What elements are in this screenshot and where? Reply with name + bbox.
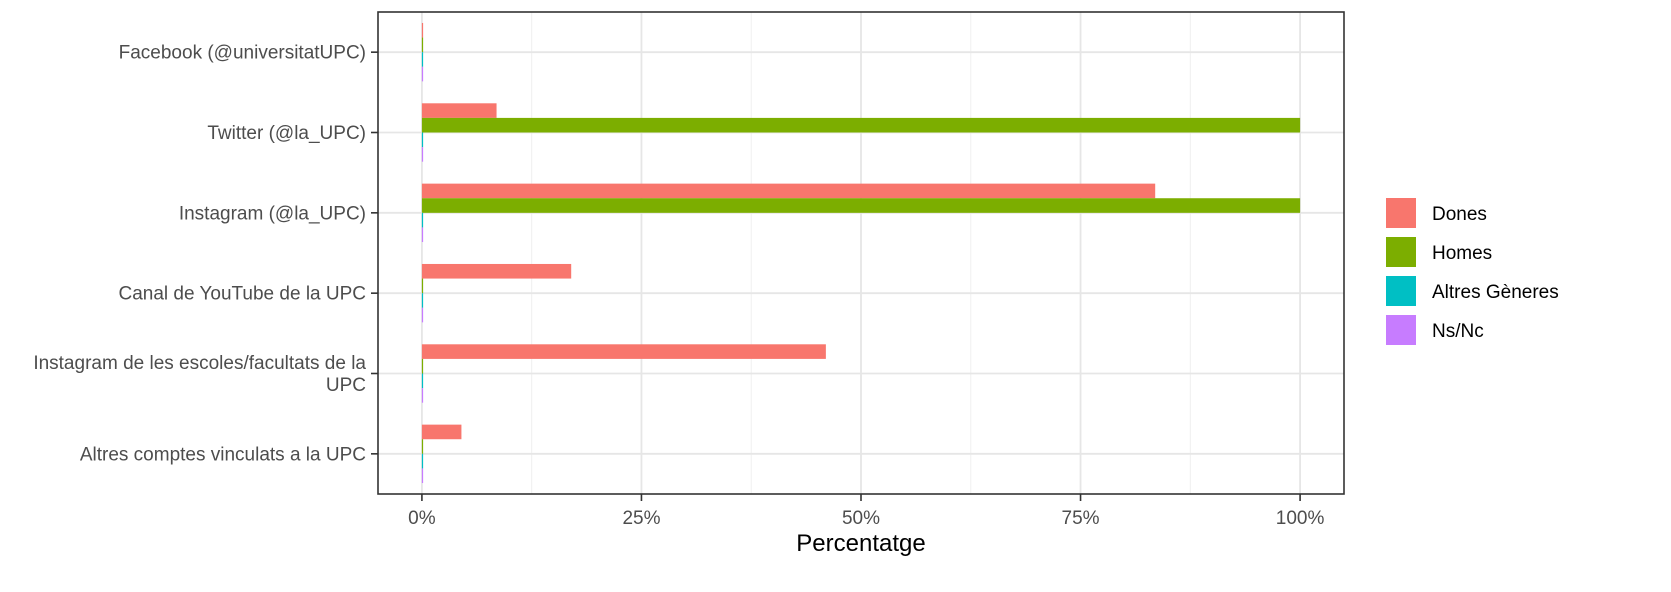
- bar-dones: [422, 425, 462, 440]
- bar-altres-g-neres: [422, 454, 423, 469]
- bar-ns-nc: [422, 227, 423, 242]
- bar-homes: [422, 279, 423, 294]
- bar-homes: [422, 118, 1300, 133]
- bar-dones: [422, 264, 571, 279]
- x-tick-label: 0%: [408, 508, 436, 529]
- legend-label: Homes: [1432, 243, 1492, 264]
- bar-altres-g-neres: [422, 293, 423, 308]
- y-tick-label: Canal de YouTube de la UPC: [118, 284, 366, 305]
- x-axis-title: Percentatge: [796, 530, 925, 557]
- bar-altres-g-neres: [422, 133, 423, 148]
- bar-homes: [422, 38, 423, 53]
- bar-homes: [422, 359, 423, 374]
- bar-ns-nc: [422, 388, 423, 403]
- legend-swatch: [1386, 237, 1416, 267]
- legend-label: Altres Gèneres: [1432, 282, 1559, 303]
- x-tick-label: 75%: [1062, 508, 1100, 529]
- y-tick-label: Twitter (@la_UPC): [207, 123, 366, 144]
- y-tick-label: Altres comptes vinculats a la UPC: [80, 444, 366, 465]
- bar-dones: [422, 103, 497, 118]
- legend-swatch: [1386, 276, 1416, 306]
- bar-ns-nc: [422, 147, 423, 162]
- bar-ns-nc: [422, 67, 423, 82]
- bar-altres-g-neres: [422, 374, 423, 389]
- legend-swatch: [1386, 315, 1416, 345]
- bar-dones: [422, 23, 423, 38]
- bar-ns-nc: [422, 468, 423, 483]
- bar-altres-g-neres: [422, 52, 423, 67]
- bar-ns-nc: [422, 308, 423, 323]
- y-tick-label: Instagram (@la_UPC): [179, 203, 366, 224]
- legend-swatch: [1386, 198, 1416, 228]
- x-tick-label: 25%: [622, 508, 660, 529]
- y-tick-label: Instagram de les escoles/facultats de la: [33, 353, 366, 374]
- legend-label: Ns/Nc: [1432, 321, 1484, 342]
- bar-dones: [422, 344, 826, 359]
- bar-altres-g-neres: [422, 213, 423, 228]
- bar-dones: [422, 184, 1155, 199]
- legend-label: Dones: [1432, 204, 1487, 225]
- x-tick-label: 50%: [842, 508, 880, 529]
- bar-homes: [422, 198, 1300, 213]
- x-tick-label: 100%: [1276, 508, 1325, 529]
- y-tick-label: Facebook (@universitatUPC): [119, 43, 366, 64]
- bar-homes: [422, 439, 423, 454]
- y-tick-label: UPC: [326, 375, 366, 396]
